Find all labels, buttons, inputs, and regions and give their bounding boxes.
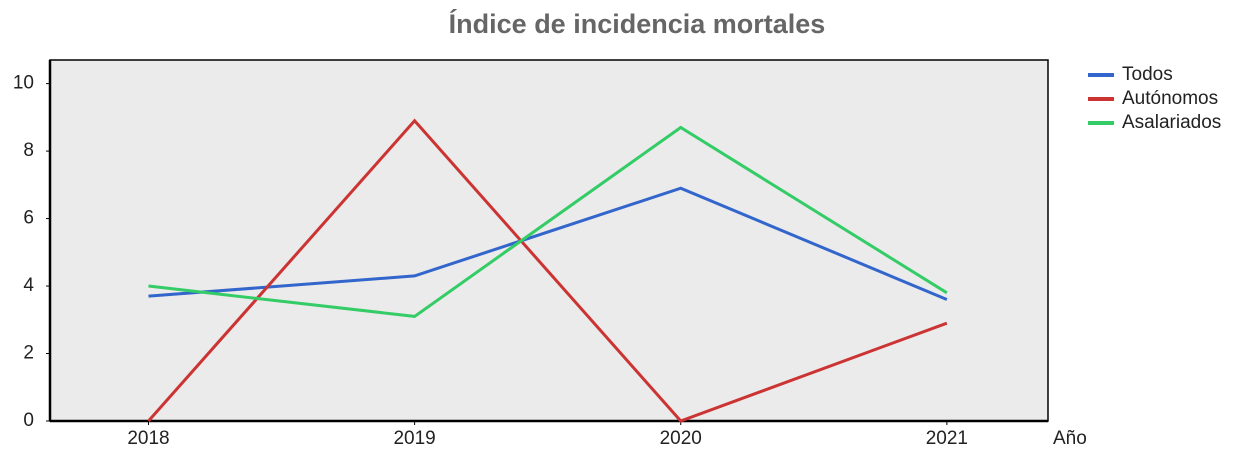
legend-label: Todos — [1122, 64, 1173, 85]
y-tick-label: 6 — [23, 208, 34, 229]
chart-title: Índice de incidencia mortales — [449, 8, 826, 39]
x-tick-label: 2018 — [127, 428, 169, 449]
y-tick-label: 4 — [23, 275, 34, 296]
series-line — [148, 186, 948, 301]
plot-area — [49, 59, 1049, 422]
y-tick-label: 8 — [23, 140, 34, 161]
x-tick-label: 2020 — [660, 428, 702, 449]
x-tick-label: 2021 — [926, 428, 968, 449]
series-line — [147, 118, 948, 423]
legend-label: Asalariados — [1122, 112, 1221, 133]
series-line — [148, 125, 948, 318]
y-tick-label: 0 — [23, 410, 34, 431]
y-tick-label: 10 — [13, 73, 34, 94]
y-tick-label: 2 — [23, 343, 34, 364]
x-tick-label: 2019 — [393, 428, 435, 449]
legend-label: Autónomos — [1122, 88, 1218, 109]
x-axis-label: Año — [1053, 428, 1087, 449]
